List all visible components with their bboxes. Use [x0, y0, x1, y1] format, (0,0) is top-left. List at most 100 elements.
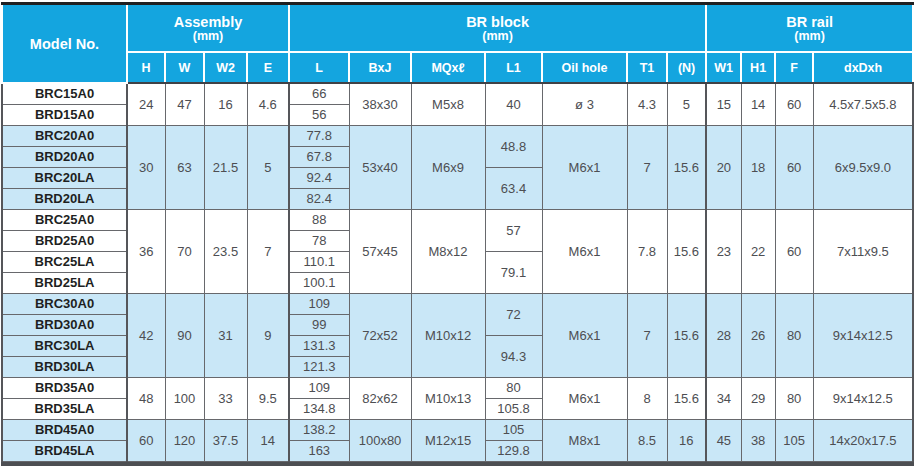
- f-cell: 80: [775, 293, 813, 377]
- table-row: BRC30A0 42 90 31 9 109 72x52 M10x12 72 M…: [2, 293, 913, 314]
- l-cell: 109: [289, 377, 349, 398]
- oilhole-cell: M6x1: [542, 293, 627, 377]
- column-header-n: (N): [667, 52, 706, 83]
- oilhole-cell: ø 3: [542, 83, 627, 125]
- t1-cell: 4.3: [627, 83, 667, 125]
- w1-cell: 15: [706, 83, 741, 125]
- model-cell: BRC30A0: [2, 293, 127, 314]
- model-cell: BRD35A0: [2, 377, 127, 398]
- l-cell: 134.8: [289, 398, 349, 419]
- column-header-h: H: [127, 52, 165, 83]
- oilhole-cell: M6x1: [542, 377, 627, 419]
- w2-cell: 37.5: [204, 419, 247, 461]
- w1-cell: 23: [706, 209, 741, 293]
- e-cell: 9: [247, 293, 289, 377]
- l-cell: 109: [289, 293, 349, 314]
- bxj-cell: 82x62: [349, 377, 411, 419]
- l-cell: 110.1: [289, 251, 349, 272]
- spec-table: Model No. Assembly (mm) BR block (mm) BR…: [1, 5, 914, 462]
- bxj-cell: 53x40: [349, 125, 411, 209]
- w2-cell: 31: [204, 293, 247, 377]
- column-header-model: Model No.: [2, 5, 127, 83]
- group-unit: (mm): [290, 30, 705, 43]
- t1-cell: 8.5: [627, 419, 667, 461]
- w1-cell: 28: [706, 293, 741, 377]
- table-row: BRC25A0 36 70 23.5 7 88 57x45 M8x12 57 M…: [2, 209, 913, 230]
- group-unit: (mm): [128, 30, 288, 43]
- mq-cell: M10x12: [411, 293, 485, 377]
- f-cell: 105: [775, 419, 813, 461]
- e-cell: 5: [247, 125, 289, 209]
- w1-cell: 45: [706, 419, 741, 461]
- w-cell: 47: [165, 83, 204, 125]
- mq-cell: M6x9: [411, 125, 485, 209]
- column-header-e: E: [247, 52, 289, 83]
- column-header-f: F: [775, 52, 813, 83]
- table-row: BRC15A0 24 47 16 4.6 66 38x30 M5x8 40 ø …: [2, 83, 913, 104]
- column-group-assembly: Assembly (mm): [127, 5, 289, 52]
- group-unit: (mm): [707, 30, 912, 43]
- w-cell: 90: [165, 293, 204, 377]
- l-cell: 138.2: [289, 419, 349, 440]
- model-cell: BRD45LA: [2, 440, 127, 461]
- model-cell: BRC20A0: [2, 125, 127, 146]
- l-cell: 121.3: [289, 356, 349, 377]
- model-cell: BRC30LA: [2, 335, 127, 356]
- l-cell: 99: [289, 314, 349, 335]
- h1-cell: 14: [741, 83, 775, 125]
- bxj-cell: 38x30: [349, 83, 411, 125]
- bxj-cell: 72x52: [349, 293, 411, 377]
- e-cell: 7: [247, 209, 289, 293]
- dxdxh-cell: 14x20x17.5: [813, 419, 913, 461]
- group-label: Assembly: [128, 14, 288, 30]
- dxdxh-cell: 7x11x9.5: [813, 209, 913, 293]
- t1-cell: 7: [627, 293, 667, 377]
- model-cell: BRD30LA: [2, 356, 127, 377]
- dxdxh-cell: 6x9.5x9.0: [813, 125, 913, 209]
- l1-cell: 105: [485, 419, 542, 440]
- n-cell: 5: [667, 83, 706, 125]
- model-cell: BRC25A0: [2, 209, 127, 230]
- h1-cell: 26: [741, 293, 775, 377]
- table-row: BRD45A0 60 120 37.5 14 138.2 100x80 M12x…: [2, 419, 913, 440]
- table-header: Model No. Assembly (mm) BR block (mm) BR…: [2, 5, 913, 83]
- oilhole-cell: M6x1: [542, 125, 627, 209]
- l-cell: 92.4: [289, 167, 349, 188]
- h1-cell: 29: [741, 377, 775, 419]
- column-header-w: W: [165, 52, 204, 83]
- l-cell: 66: [289, 83, 349, 104]
- column-group-br-block: BR block (mm): [289, 5, 706, 52]
- t1-cell: 7: [627, 125, 667, 209]
- l-cell: 56: [289, 104, 349, 125]
- f-cell: 60: [775, 125, 813, 209]
- model-cell: BRD25A0: [2, 230, 127, 251]
- w2-cell: 23.5: [204, 209, 247, 293]
- w2-cell: 21.5: [204, 125, 247, 209]
- mq-cell: M8x12: [411, 209, 485, 293]
- column-header-dxdxh: dxDxh: [813, 52, 913, 83]
- h-cell: 30: [127, 125, 165, 209]
- h-cell: 42: [127, 293, 165, 377]
- h-cell: 24: [127, 83, 165, 125]
- w2-cell: 33: [204, 377, 247, 419]
- model-cell: BRD20LA: [2, 188, 127, 209]
- l-cell: 77.8: [289, 125, 349, 146]
- n-cell: 16: [667, 419, 706, 461]
- group-label: BR block: [290, 14, 705, 30]
- l-cell: 131.3: [289, 335, 349, 356]
- h-cell: 60: [127, 419, 165, 461]
- t1-cell: 7.8: [627, 209, 667, 293]
- column-header-l1: L1: [485, 52, 542, 83]
- f-cell: 60: [775, 209, 813, 293]
- l-cell: 67.8: [289, 146, 349, 167]
- f-cell: 80: [775, 377, 813, 419]
- column-header-w1: W1: [706, 52, 741, 83]
- e-cell: 4.6: [247, 83, 289, 125]
- model-cell: BRD30A0: [2, 314, 127, 335]
- w1-cell: 20: [706, 125, 741, 209]
- l-cell: 163: [289, 440, 349, 461]
- l1-cell: 63.4: [485, 167, 542, 209]
- spec-table-container: Model No. Assembly (mm) BR block (mm) BR…: [1, 2, 914, 466]
- l1-cell: 57: [485, 209, 542, 251]
- t1-cell: 8: [627, 377, 667, 419]
